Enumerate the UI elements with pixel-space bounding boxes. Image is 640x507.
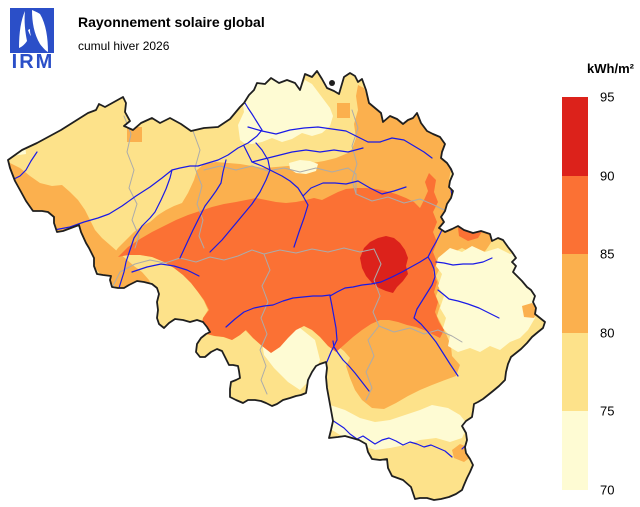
river-dender xyxy=(179,159,227,259)
irm-logo-icon xyxy=(10,8,54,53)
river-yser xyxy=(11,151,38,181)
region-70-75-mechelen-spot xyxy=(289,160,318,174)
colorbar-unit-label: kWh/m² xyxy=(587,61,634,76)
river-vesdre xyxy=(435,257,493,266)
logo-text: IRM xyxy=(11,51,55,73)
colorbar-segment-85_90 xyxy=(562,175,588,255)
page-subtitle: cumul hiver 2026 xyxy=(78,39,170,53)
river-nete xyxy=(251,147,364,163)
river-semois xyxy=(317,406,453,458)
province-line xyxy=(112,249,265,287)
river-ourthe xyxy=(413,256,459,377)
province-line xyxy=(365,325,380,401)
province-line xyxy=(355,193,445,211)
province-line xyxy=(203,165,357,195)
river-campine-canal xyxy=(247,126,433,159)
colorbar-tick-label: 85 xyxy=(600,246,615,262)
river-sambre xyxy=(225,294,331,328)
province-line xyxy=(378,325,463,343)
river-demer xyxy=(302,180,407,197)
page-title: Rayonnement solaire global xyxy=(78,14,265,30)
logo-center-notch xyxy=(28,29,31,36)
province-line xyxy=(192,130,205,249)
colorbar-tick-label: 70 xyxy=(600,482,615,498)
river-haine xyxy=(131,263,200,277)
river-ambleve xyxy=(437,289,500,319)
colorbar-segment-90_95 xyxy=(562,97,588,176)
colorbar-tick-label: 90 xyxy=(600,168,615,184)
map-fill-layers xyxy=(8,71,545,500)
province-line xyxy=(123,115,140,249)
logo-left-sail xyxy=(19,11,27,48)
province-line xyxy=(372,248,382,327)
region-80-85-campine-spot xyxy=(337,103,350,118)
river-senne xyxy=(209,142,271,253)
province-boundaries xyxy=(112,109,463,401)
colorbar-tick-label: 80 xyxy=(600,325,615,341)
colorbar-tick-label: 95 xyxy=(600,89,615,105)
colorbar-segment-70_75 xyxy=(562,411,588,490)
region-80-85-east-border-spot xyxy=(522,303,538,318)
colorbar-segment-75_80 xyxy=(562,332,588,412)
river-lys xyxy=(53,169,173,231)
baarle-hertog-enclave xyxy=(329,80,335,86)
colorbar-segment-80_85 xyxy=(562,254,588,333)
region-90-95-liege-core xyxy=(360,236,408,293)
logo-right-sail xyxy=(32,10,48,52)
river-lesse xyxy=(332,340,370,392)
region-80-85-bruges-spot xyxy=(127,127,142,142)
colorbar-tick-label: 75 xyxy=(600,403,615,419)
irm-logo: IRM xyxy=(10,8,58,72)
province-line xyxy=(259,253,271,395)
province-line xyxy=(263,247,375,255)
